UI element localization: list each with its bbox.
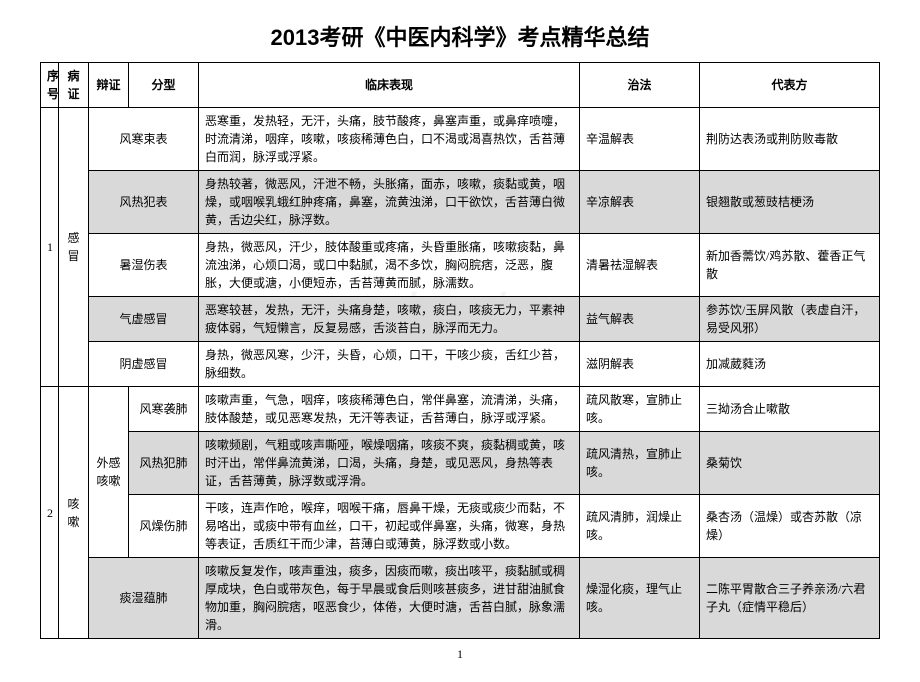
main-table: 序号 病证 辩证 分型 临床表现 治法 代表方 1 感冒 风寒束表 恶寒重，发热… [40, 62, 880, 639]
cell-daibiao: 桑菊饮 [700, 432, 880, 495]
cell-daibiao: 三拗汤合止嗽散 [700, 387, 880, 432]
table-row: 风燥伤肺 干咳，连声作呛，喉痒，咽喉干痛，唇鼻干燥，无痰或痰少而黏，不易咯出，或… [41, 495, 880, 558]
cell-linchuang: 身热较著，微恶风，汗泄不畅，头胀痛，面赤，咳嗽，痰黏或黄，咽燥，或咽喉乳蛾红肿疼… [199, 171, 580, 234]
cell-fenxing: 阴虚感冒 [89, 342, 199, 387]
table-row: 风热犯表 身热较著，微恶风，汗泄不畅，头胀痛，面赤，咳嗽，痰黏或黄，咽燥，或咽喉… [41, 171, 880, 234]
header-fenxing: 分型 [129, 63, 199, 108]
cell-fenxing: 风燥伤肺 [129, 495, 199, 558]
table-row: 风热犯肺 咳嗽频剧，气粗或咳声嘶哑，喉燥咽痛，咳痰不爽，痰黏稠或黄，咳时汗出，常… [41, 432, 880, 495]
cell-daibiao: 银翘散或葱豉桔梗汤 [700, 171, 880, 234]
cell-fenxing: 风寒袭肺 [129, 387, 199, 432]
page-number: 1 [40, 647, 880, 662]
table-row: 暑湿伤表 身热，微恶风，汗少，肢体酸重或疼痛，头昏重胀痛，咳嗽痰黏，鼻流浊涕，心… [41, 234, 880, 297]
cell-fenxing: 痰湿蕴肺 [89, 558, 199, 639]
page-title: 2013考研《中医内科学》考点精华总结 [40, 20, 880, 52]
cell-zhifa: 益气解表 [580, 297, 700, 342]
header-daibiao: 代表方 [700, 63, 880, 108]
table-row: 痰湿蕴肺 咳嗽反复发作，咳声重浊，痰多，因痰而嗽，痰出咳平，痰黏腻或稠厚成块，色… [41, 558, 880, 639]
cell-zhifa: 疏风清热，宣肺止咳。 [580, 432, 700, 495]
cell-daibiao: 加减葳蕤汤 [700, 342, 880, 387]
cell-seq: 1 [41, 108, 59, 387]
cell-zhifa: 燥湿化痰，理气止咳。 [580, 558, 700, 639]
table-row: 阴虚感冒 身热，微恶风寒，少汗，头昏，心烦，口干，干咳少痰，舌红少苔，脉细数。 … [41, 342, 880, 387]
cell-linchuang: 恶寒较甚，发热，无汗，头痛身楚，咳嗽，痰白，咳痰无力，平素神疲体弱，气短懒言，反… [199, 297, 580, 342]
cell-zhifa: 辛凉解表 [580, 171, 700, 234]
cell-linchuang: 干咳，连声作呛，喉痒，咽喉干痛，唇鼻干燥，无痰或痰少而黏，不易咯出，或痰中带有血… [199, 495, 580, 558]
header-bianzheng: 辩证 [89, 63, 129, 108]
cell-daibiao: 桑杏汤（温燥）或杏苏散（凉燥） [700, 495, 880, 558]
cell-zhifa: 疏风散寒，宣肺止咳。 [580, 387, 700, 432]
cell-fenxing: 风寒束表 [89, 108, 199, 171]
cell-daibiao: 荆防达表汤或荆防败毒散 [700, 108, 880, 171]
header-zhifa: 治法 [580, 63, 700, 108]
cell-linchuang: 咳嗽频剧，气粗或咳声嘶哑，喉燥咽痛，咳痰不爽，痰黏稠或黄，咳时汗出，常伴鼻流黄涕… [199, 432, 580, 495]
cell-bianzheng: 外感咳嗽 [89, 387, 129, 558]
cell-daibiao: 新加香薷饮/鸡苏散、藿香正气散 [700, 234, 880, 297]
table-row: 1 感冒 风寒束表 恶寒重，发热轻，无汗，头痛，肢节酸疼，鼻塞声重，或鼻痒喷嚏，… [41, 108, 880, 171]
cell-linchuang: 咳嗽反复发作，咳声重浊，痰多，因痰而嗽，痰出咳平，痰黏腻或稠厚成块，色白或带灰色… [199, 558, 580, 639]
cell-daibiao: 二陈平胃散合三子养亲汤/六君子丸（症情平稳后） [700, 558, 880, 639]
table-row: 2 咳嗽 外感咳嗽 风寒袭肺 咳嗽声重，气急，咽痒，咳痰稀薄色白，常伴鼻塞，流清… [41, 387, 880, 432]
cell-fenxing: 气虚感冒 [89, 297, 199, 342]
header-linchuang: 临床表现 [199, 63, 580, 108]
cell-bingzheng: 感冒 [59, 108, 89, 387]
cell-daibiao: 参苏饮/玉屏风散（表虚自汗，易受风邪） [700, 297, 880, 342]
header-row: 序号 病证 辩证 分型 临床表现 治法 代表方 [41, 63, 880, 108]
cell-linchuang: 咳嗽声重，气急，咽痒，咳痰稀薄色白，常伴鼻塞，流清涕，头痛，肢体酸楚，或见恶寒发… [199, 387, 580, 432]
cell-linchuang: 恶寒重，发热轻，无汗，头痛，肢节酸疼，鼻塞声重，或鼻痒喷嚏，时流清涕，咽痒，咳嗽… [199, 108, 580, 171]
cell-fenxing: 风热犯表 [89, 171, 199, 234]
cell-fenxing: 风热犯肺 [129, 432, 199, 495]
cell-linchuang: 身热，微恶风，汗少，肢体酸重或疼痛，头昏重胀痛，咳嗽痰黏，鼻流浊涕，心烦口渴，或… [199, 234, 580, 297]
header-bingzheng: 病证 [59, 63, 89, 108]
cell-zhifa: 辛温解表 [580, 108, 700, 171]
cell-zhifa: 疏风清肺，润燥止咳。 [580, 495, 700, 558]
cell-fenxing: 暑湿伤表 [89, 234, 199, 297]
cell-zhifa: 清暑祛湿解表 [580, 234, 700, 297]
cell-seq: 2 [41, 387, 59, 639]
table-row: 气虚感冒 恶寒较甚，发热，无汗，头痛身楚，咳嗽，痰白，咳痰无力，平素神疲体弱，气… [41, 297, 880, 342]
cell-bingzheng: 咳嗽 [59, 387, 89, 639]
cell-zhifa: 滋阴解表 [580, 342, 700, 387]
cell-linchuang: 身热，微恶风寒，少汗，头昏，心烦，口干，干咳少痰，舌红少苔，脉细数。 [199, 342, 580, 387]
header-seq: 序号 [41, 63, 59, 108]
